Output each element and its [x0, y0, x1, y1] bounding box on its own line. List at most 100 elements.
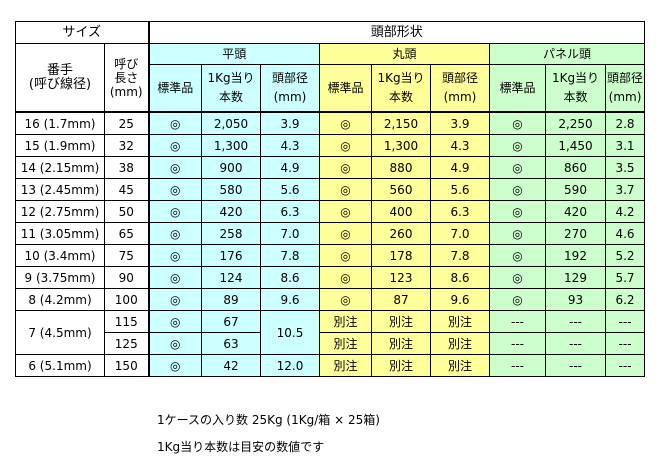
round-head-group-header: 丸頭 — [319, 43, 490, 65]
panel-diameter-cell: 5.2 — [604, 244, 646, 267]
gauge-header-line2: (呼び線径) — [28, 76, 92, 92]
length-cell: 115 — [104, 310, 149, 333]
table-row: 15 (1.9mm) 32 ◎ 1,300 4.3 ◎ 1,300 4.3 ◎ 1,450 3.1 — [15, 134, 646, 157]
round-per-kg-cell: 2,150 — [371, 111, 431, 135]
gauge-cell: 15 (1.9mm) — [15, 134, 105, 157]
round-standard-header: 標準品 — [319, 64, 372, 113]
flat-per-kg-header-line1: 1Kg当り — [207, 71, 255, 85]
flat-per-kg-cell: 580 — [201, 178, 261, 201]
round-standard-cell: ◎ — [319, 178, 372, 201]
flat-diameter-cell: 5.6 — [260, 178, 320, 201]
flat-standard-cell: ◎ — [147, 222, 202, 245]
gauge-cell: 14 (2.15mm) — [15, 156, 105, 179]
panel-standard-cell: ◎ — [489, 200, 546, 223]
panel-diameter-cell: 3.7 — [604, 178, 646, 201]
panel-standard-header: 標準品 — [489, 64, 546, 113]
flat-diameter-cell: 7.8 — [260, 244, 320, 267]
round-diameter-cell: 別注 — [430, 310, 490, 333]
length-header-line3: (mm) — [109, 84, 143, 99]
panel-diameter-cell: 3.5 — [604, 156, 646, 179]
flat-per-kg-cell: 2,050 — [201, 111, 261, 135]
panel-per-kg-header: 1Kg当り 本数 — [545, 64, 606, 113]
panel-standard-cell: --- — [489, 354, 546, 377]
flat-standard-cell: ◎ — [147, 266, 202, 289]
round-per-kg-cell: 260 — [371, 222, 431, 245]
flat-standard-cell: ◎ — [147, 288, 202, 311]
round-standard-cell: ◎ — [319, 200, 372, 223]
table-row: 7 (4.5mm) 115 ◎ 67 10.5 別注 別注 別注 --- --- --- — [15, 310, 646, 355]
note-approximate-count: 1Kg当り本数は目安の数値です — [157, 440, 325, 454]
flat-diameter-cell: 7.0 — [260, 222, 320, 245]
table-row: 16 (1.7mm) 25 ◎ 2,050 3.9 ◎ 2,150 3.9 ◎ 2,250 2.8 — [15, 111, 646, 135]
gauge-cell: 8 (4.2mm) — [15, 288, 105, 311]
flat-diameter-cell: 4.3 — [260, 134, 320, 157]
panel-standard-cell: ◎ — [489, 111, 546, 135]
panel-diameter-cell: 3.1 — [604, 134, 646, 157]
flat-diameter-cell: 3.9 — [260, 111, 320, 135]
length-cell: 32 — [104, 134, 149, 157]
round-standard-cell: ◎ — [319, 288, 372, 311]
round-diameter-header-line2: (mm) — [443, 90, 477, 104]
panel-head-group-header: パネル頭 — [488, 43, 646, 65]
table-row: 14 (2.15mm) 38 ◎ 900 4.9 ◎ 880 4.9 ◎ 860 3.5 — [15, 156, 646, 179]
round-per-kg-cell: 別注 — [371, 354, 431, 377]
flat-standard-cell: ◎ — [147, 354, 202, 377]
panel-diameter-cell: --- — [604, 310, 646, 333]
table-row: 9 (3.75mm) 90 ◎ 124 8.6 ◎ 123 8.6 ◎ 129 5.7 — [15, 266, 646, 289]
flat-per-kg-cell: 258 — [201, 222, 261, 245]
flat-standard-cell: ◎ — [147, 111, 202, 135]
header-row-3: 標準品 1Kg当り 本数 頭部径 (mm) 標準品 1Kg当り 本数 頭部径 (mm) … — [15, 64, 646, 113]
panel-standard-cell: ◎ — [489, 266, 546, 289]
gauge-cell: 9 (3.75mm) — [15, 266, 105, 289]
flat-per-kg-cell: 42 — [201, 354, 261, 377]
round-diameter-header-line1: 頭部径 — [441, 71, 478, 85]
gauge-header-line1: 番手 — [46, 62, 73, 78]
gauge-cell: 11 (3.05mm) — [15, 222, 105, 245]
panel-diameter-cell: 2.8 — [604, 111, 646, 135]
round-per-kg-cell: 別注 — [371, 310, 431, 333]
round-per-kg-header: 1Kg当り 本数 — [371, 64, 431, 113]
round-standard-cell: ◎ — [319, 111, 372, 135]
flat-diameter-cell: 8.6 — [260, 266, 320, 289]
round-standard-cell: ◎ — [319, 222, 372, 245]
panel-diameter-header: 頭部径 (mm) — [604, 64, 646, 113]
panel-standard-cell: --- — [489, 332, 546, 355]
flat-per-kg-cell: 176 — [201, 244, 261, 267]
panel-per-kg-header-line2: 本数 — [563, 90, 588, 104]
length-cell: 150 — [104, 354, 149, 377]
round-diameter-cell: 別注 — [430, 332, 490, 355]
round-standard-cell: ◎ — [319, 134, 372, 157]
length-header: 呼び 長さ (mm) — [104, 43, 149, 113]
panel-diameter-cell: 4.6 — [604, 222, 646, 245]
panel-per-kg-cell: 590 — [545, 178, 606, 201]
panel-per-kg-cell: --- — [545, 310, 606, 333]
flat-per-kg-cell: 900 — [201, 156, 261, 179]
flat-diameter-header-line2: (mm) — [273, 90, 307, 104]
panel-standard-cell: ◎ — [489, 134, 546, 157]
round-diameter-cell: 5.6 — [430, 178, 490, 201]
round-per-kg-cell: 880 — [371, 156, 431, 179]
round-per-kg-cell: 400 — [371, 200, 431, 223]
length-cell: 90 — [104, 266, 149, 289]
round-diameter-cell: 別注 — [430, 354, 490, 377]
flat-per-kg-cell: 124 — [201, 266, 261, 289]
flat-diameter-cell: 4.9 — [260, 156, 320, 179]
panel-per-kg-cell: 420 — [545, 200, 606, 223]
gauge-cell: 7 (4.5mm) — [15, 310, 105, 355]
panel-standard-cell: ◎ — [489, 288, 546, 311]
table-row: 13 (2.45mm) 45 ◎ 580 5.6 ◎ 560 5.6 ◎ 590 3.7 — [15, 178, 646, 201]
round-standard-cell: 別注 — [319, 332, 372, 355]
gauge-header: 番手 (呼び線径) — [15, 43, 105, 113]
panel-standard-cell: ◎ — [489, 178, 546, 201]
flat-diameter-header: 頭部径 (mm) — [260, 64, 320, 113]
flat-diameter-cell: 10.5 — [260, 310, 320, 355]
flat-per-kg-cell: 1,300 — [201, 134, 261, 157]
panel-per-kg-cell: 270 — [545, 222, 606, 245]
flat-standard-header: 標準品 — [147, 64, 202, 113]
length-cell: 65 — [104, 222, 149, 245]
round-diameter-cell: 4.9 — [430, 156, 490, 179]
length-cell: 38 — [104, 156, 149, 179]
flat-per-kg-cell: 63 — [201, 332, 261, 355]
length-cell: 100 — [104, 288, 149, 311]
flat-standard-cell: ◎ — [147, 200, 202, 223]
